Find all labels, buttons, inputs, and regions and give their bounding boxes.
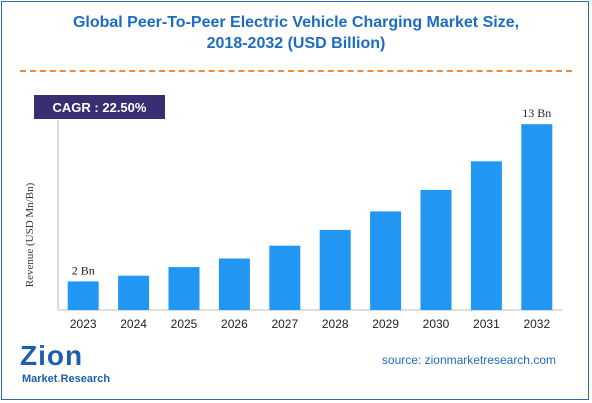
bar-2030 bbox=[420, 189, 452, 310]
logo-subtitle: Market.Research bbox=[22, 373, 111, 385]
bar-2032 bbox=[521, 124, 553, 310]
x-tick-label: 2024 bbox=[120, 317, 147, 331]
x-tick-label: 2031 bbox=[473, 317, 500, 331]
bar-2023 bbox=[67, 281, 99, 310]
x-tick-label: 2023 bbox=[70, 317, 97, 331]
bar-2026 bbox=[218, 258, 250, 310]
logo-wordmark: Zion bbox=[20, 340, 84, 371]
title-divider bbox=[20, 70, 572, 72]
logo-subtitle-left: Market bbox=[22, 373, 58, 385]
bar-2024 bbox=[118, 275, 150, 310]
x-tick-label: 2029 bbox=[372, 317, 399, 331]
x-tick-label: 2032 bbox=[523, 317, 550, 331]
zion-logo: Zion Market.Research bbox=[20, 340, 135, 390]
source-note: source: zionmarketresearch.com bbox=[381, 353, 556, 367]
chart-title-line2: 2018-2032 (USD Billion) bbox=[206, 35, 386, 52]
chart-title-line1: Global Peer-To-Peer Electric Vehicle Cha… bbox=[72, 14, 520, 31]
bar-2027 bbox=[269, 245, 301, 310]
data-label-2023: 2 Bn bbox=[72, 263, 95, 277]
x-tick-label: 2028 bbox=[322, 317, 349, 331]
x-tick-label: 2025 bbox=[171, 317, 198, 331]
cagr-badge: CAGR : 22.50% bbox=[34, 95, 165, 119]
x-tick-label: 2026 bbox=[221, 317, 248, 331]
bar-2031 bbox=[470, 161, 502, 310]
x-tick-label: 2027 bbox=[271, 317, 298, 331]
logo-subtitle-right: Research bbox=[60, 373, 111, 385]
bar-2029 bbox=[370, 211, 402, 310]
data-label-2032: 13 Bn bbox=[522, 106, 551, 120]
chart-title: Global Peer-To-Peer Electric Vehicle Cha… bbox=[0, 12, 592, 54]
bar-2025 bbox=[168, 267, 200, 310]
bar-2028 bbox=[319, 229, 351, 310]
x-tick-label: 2030 bbox=[423, 317, 450, 331]
